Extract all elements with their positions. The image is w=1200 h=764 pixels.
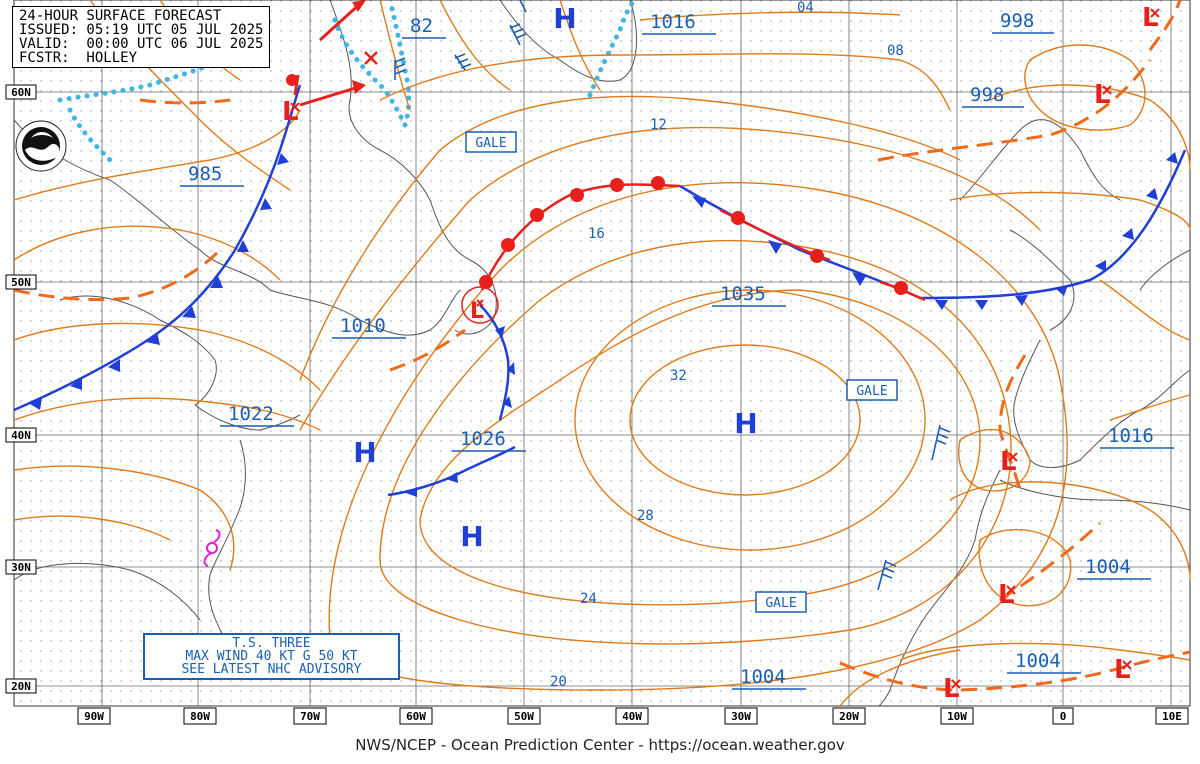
- low-newfoundland-circle: [461, 286, 499, 324]
- track-arrowheads: [352, 0, 366, 94]
- tropical-storm-icon: [203, 529, 221, 567]
- low-dot: [286, 74, 298, 86]
- troughs: [13, 0, 1191, 692]
- cold-front-west: [13, 84, 302, 412]
- tropical-storm-advisory: T.S. THREE MAX WIND 40 KT G 50 KT SEE LA…: [143, 633, 400, 680]
- isobars: [13, 0, 1191, 707]
- header-issued: ISSUED: 05:19 UTC 05 JUL 2025: [19, 22, 264, 38]
- ice-edge: [57, 0, 638, 163]
- isobar-28: [419, 289, 981, 606]
- x-marks: [364, 51, 378, 65]
- advisory-storm-name: T.S. THREE: [232, 636, 311, 651]
- header-forecaster: FCSTR: HOLLEY: [19, 50, 138, 66]
- footer-credit: NWS/NCEP - Ocean Prediction Center - htt…: [355, 736, 845, 754]
- isobar-1035: [574, 289, 926, 551]
- header-title: 24-HOUR SURFACE FORECAST: [19, 8, 222, 24]
- advisory-max-wind: MAX WIND 40 KT G 50 KT: [185, 649, 358, 664]
- header-valid: VALID: 00:00 UTC 06 JUL 2025: [19, 36, 264, 52]
- isobar-04: [639, 11, 901, 21]
- isobar-12: [299, 95, 961, 381]
- warm-front: [479, 176, 681, 291]
- coastlines: [13, 0, 1191, 707]
- wind-barbs: [394, 0, 951, 591]
- cold-front-south: [387, 445, 516, 497]
- isobar-16: [299, 126, 1041, 431]
- forecast-header: 24-HOUR SURFACE FORECAST ISSUED: 05:19 U…: [12, 6, 271, 68]
- map-frame: [13, 0, 1191, 707]
- isobar-08: [379, 53, 951, 111]
- stationary-front: [679, 149, 1187, 310]
- advisory-see-nhc: SEE LATEST NHC ADVISORY: [181, 662, 362, 677]
- noaa-logo: [15, 120, 67, 172]
- isobar-32: [629, 344, 861, 496]
- isobar-24: [379, 240, 1012, 645]
